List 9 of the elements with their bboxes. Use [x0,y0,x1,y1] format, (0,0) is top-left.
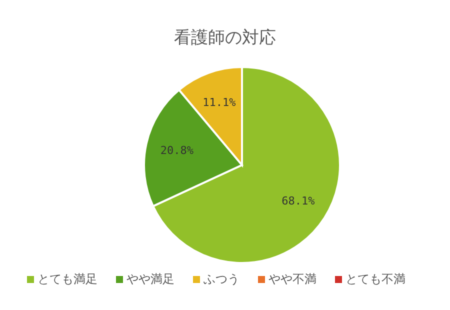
data-label: 68.1% [282,194,316,208]
legend-label: ふつう [204,272,240,286]
legend-label: とても不満 [346,272,406,286]
legend-label: とても満足 [38,272,98,286]
data-label: 20.8% [160,144,194,157]
legend-label: やや不満 [268,272,316,286]
chart-title: 看護師の対応 [173,27,277,49]
legend-label: やや満足 [126,272,174,286]
data-label: 11.1% [202,96,236,109]
